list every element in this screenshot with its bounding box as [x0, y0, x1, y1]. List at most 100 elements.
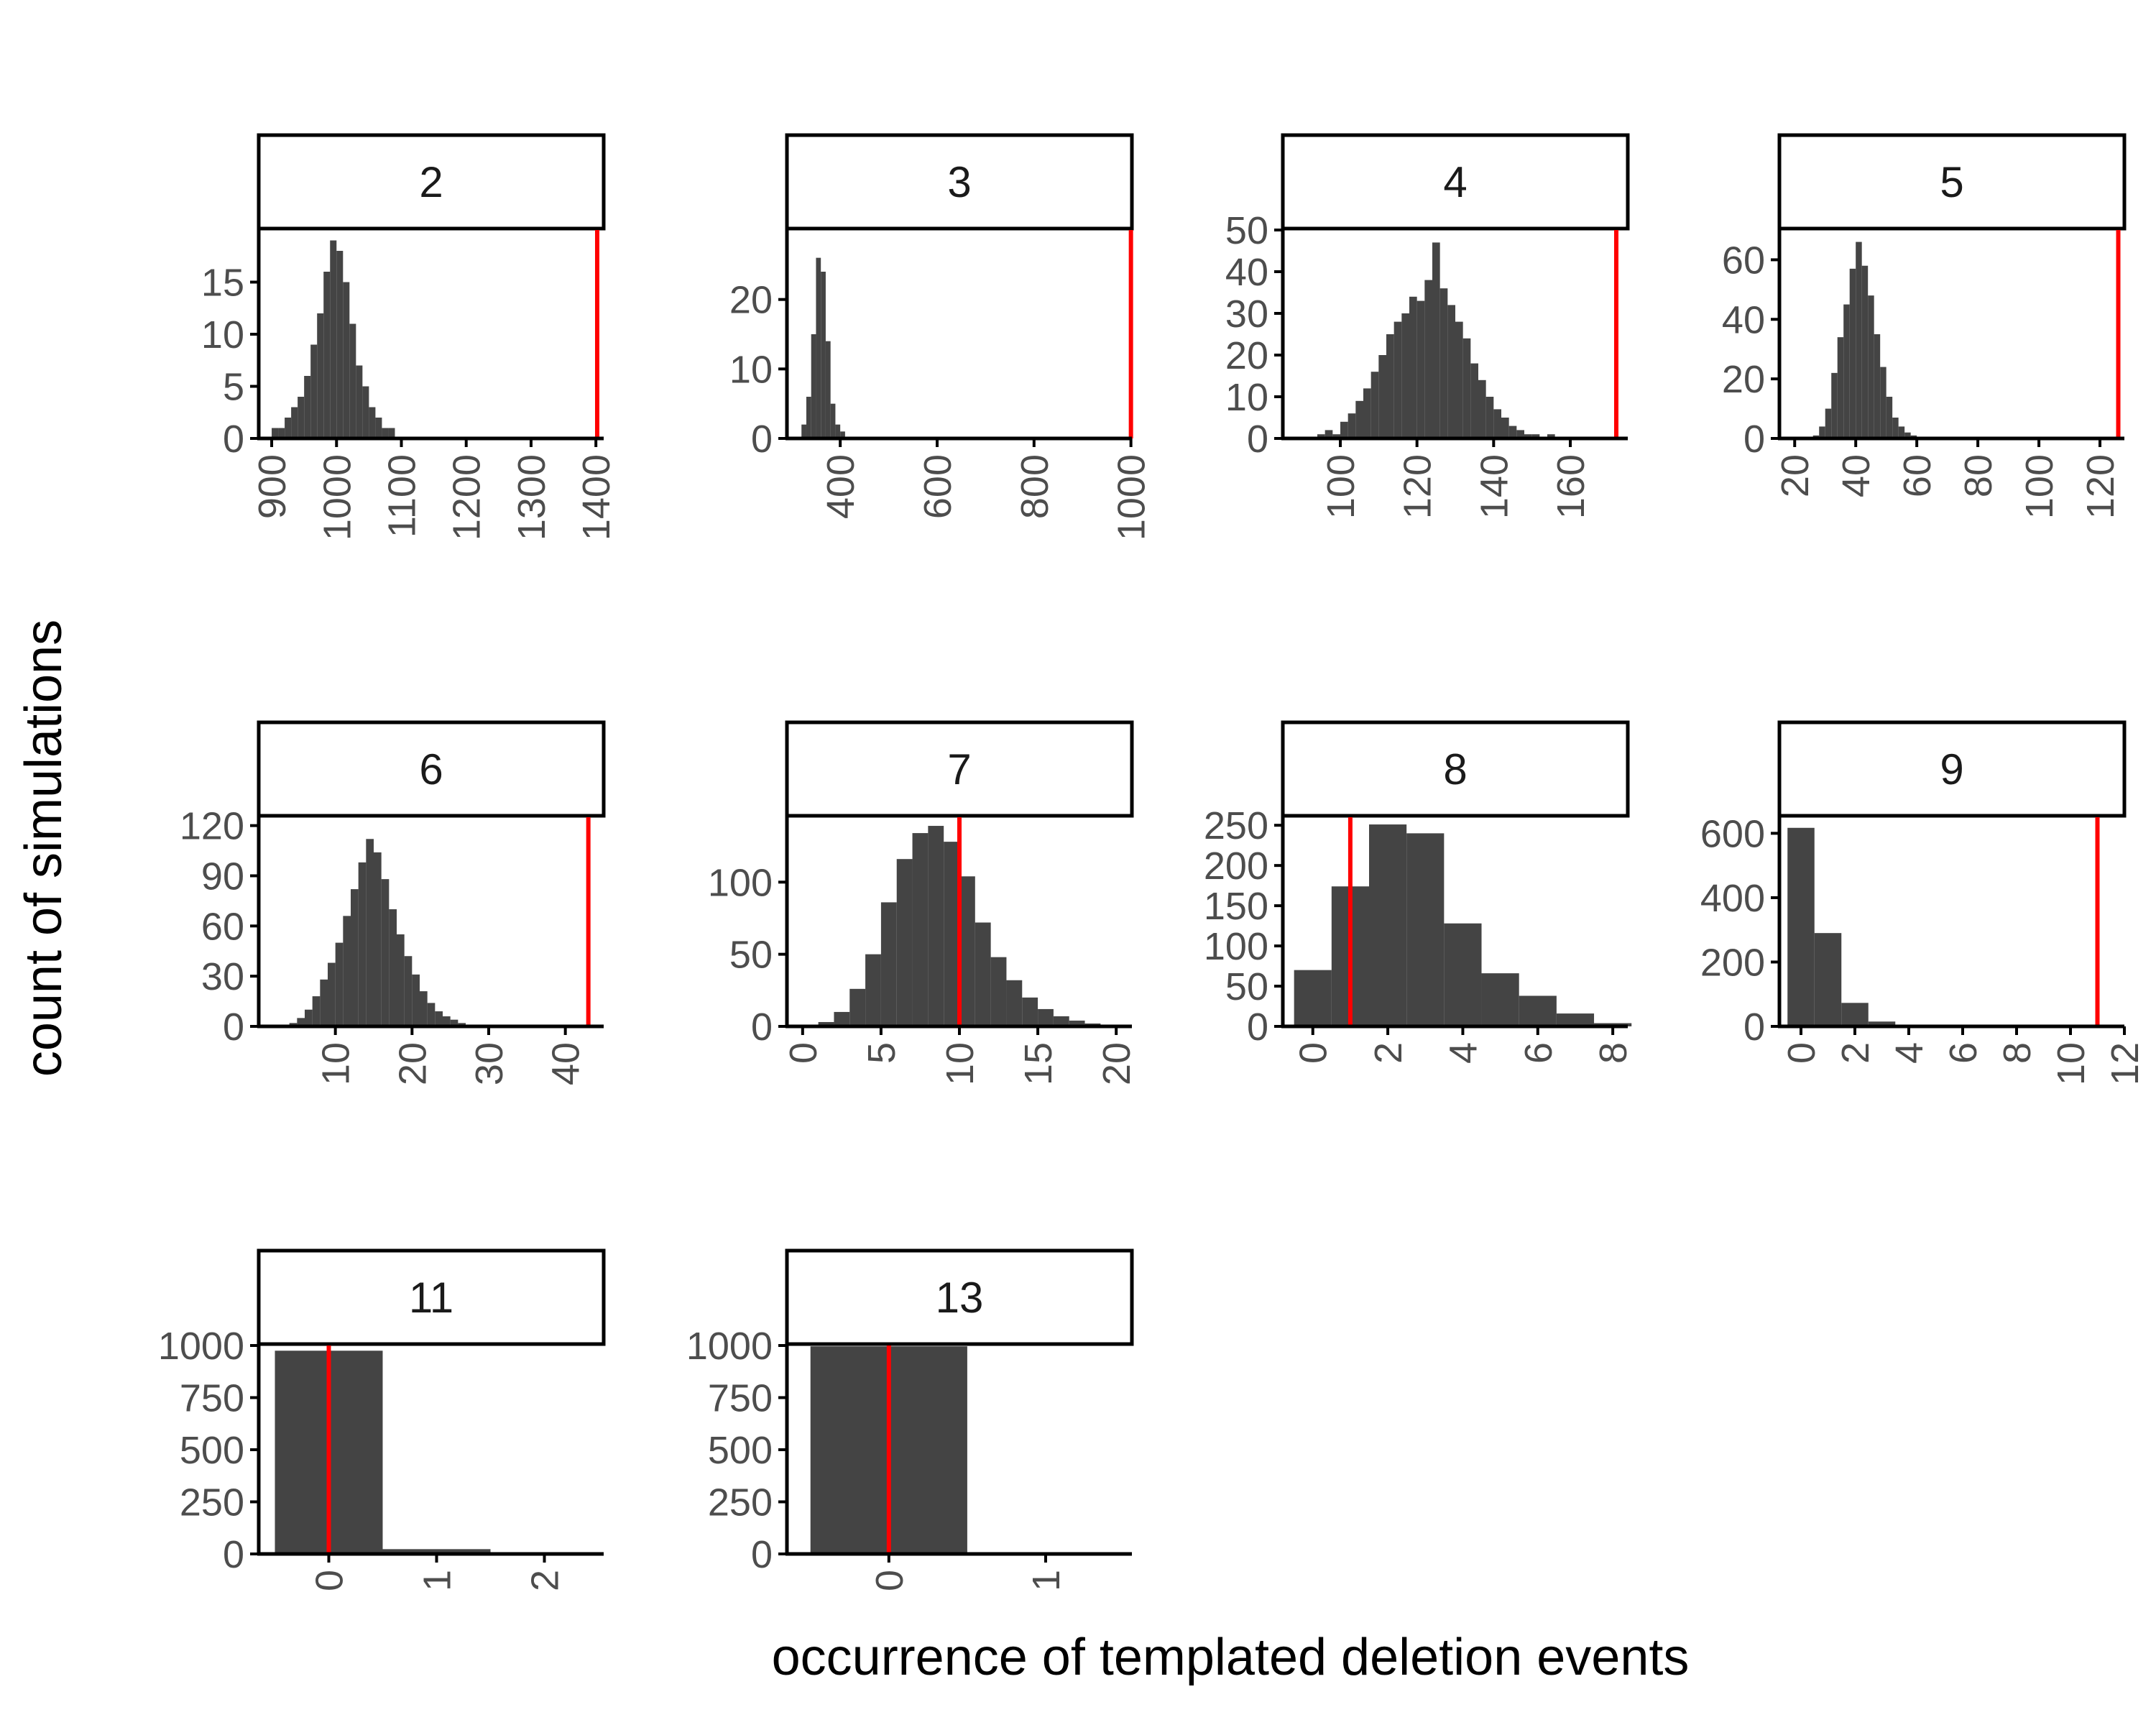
histogram-bar — [420, 991, 428, 1026]
y-tick-label: 1000 — [686, 1325, 773, 1368]
histogram-bar — [835, 424, 841, 438]
histogram-bar — [312, 996, 321, 1026]
facet-panel-2: 2 0 5 10 15 900 1000 1100 1200 1300 1400 — [201, 133, 618, 540]
y-tick-label: 500 — [708, 1429, 773, 1472]
histogram-bar — [1038, 1008, 1054, 1026]
facet-strip — [1777, 133, 2127, 231]
y-tick-label: 100 — [1204, 925, 1268, 968]
histogram-bar — [1516, 430, 1524, 438]
histogram-bar — [1531, 434, 1540, 438]
x-tick-label: 1 — [416, 1570, 459, 1591]
histogram-bar — [285, 418, 292, 438]
histogram-bar — [291, 407, 298, 438]
x-tick-label: 6 — [1517, 1042, 1560, 1064]
y-tick-label: 10 — [1225, 376, 1268, 419]
histogram-bar — [1401, 313, 1409, 438]
facet-strip-label: 2 — [419, 158, 443, 206]
histogram-bar — [1898, 426, 1905, 438]
histogram-bar — [1868, 1021, 1896, 1026]
histogram-bar — [944, 842, 959, 1026]
histogram-bar — [351, 889, 359, 1026]
histogram-bar — [1501, 418, 1509, 438]
histogram-bar — [1444, 923, 1482, 1026]
x-tick-label: 140 — [1473, 454, 1516, 519]
histogram-bar — [1524, 434, 1532, 438]
x-tick-label: 0 — [782, 1042, 825, 1064]
y-axis-title: count of simulations — [15, 620, 73, 1077]
y-tick-label: 750 — [180, 1377, 244, 1420]
histogram-bar — [1886, 397, 1893, 438]
histogram-bar — [1481, 973, 1519, 1026]
histogram-bar — [1837, 337, 1844, 438]
histogram-bar — [928, 826, 944, 1026]
y-tick-label: 50 — [729, 934, 773, 977]
x-tick-label: 0 — [308, 1570, 351, 1591]
histogram-bar — [1493, 409, 1501, 438]
y-tick-label: 0 — [751, 418, 773, 461]
histogram-bar — [818, 1021, 834, 1026]
x-tick-label: 1100 — [380, 454, 423, 538]
x-tick-label: 6 — [1942, 1042, 1985, 1064]
histogram-bar — [1470, 363, 1478, 438]
histogram-bar — [1386, 334, 1394, 438]
histogram-bar — [1424, 280, 1432, 438]
histogram-bar — [1340, 421, 1348, 438]
histogram-bar — [1053, 1016, 1069, 1026]
histogram-bar — [320, 979, 328, 1026]
x-tick-label: 800 — [1013, 454, 1056, 519]
histogram-bar — [990, 957, 1007, 1026]
histogram-bar — [1868, 295, 1874, 438]
y-tick-label: 30 — [1225, 293, 1268, 336]
histogram-bar — [1508, 426, 1517, 438]
histogram-bar — [366, 839, 374, 1026]
histogram-bar — [811, 334, 816, 438]
histogram-bar — [1369, 824, 1407, 1026]
histogram-bar — [880, 902, 897, 1026]
x-tick-label: 8 — [1592, 1042, 1635, 1064]
facet-strip — [1281, 720, 1630, 818]
histogram-bar — [443, 1016, 451, 1026]
histogram-bar — [1849, 268, 1856, 438]
x-tick-label: 0 — [1292, 1042, 1335, 1064]
histogram-bar — [1409, 296, 1417, 438]
y-tick-label: 50 — [1225, 965, 1268, 1008]
x-tick-label: 120 — [2079, 454, 2122, 519]
histogram-bar — [825, 341, 831, 438]
x-tick-label: 0 — [868, 1570, 911, 1591]
histogram-bar — [1874, 334, 1881, 438]
histogram-bar — [305, 1009, 313, 1026]
histogram-bar — [1406, 833, 1445, 1026]
histogram-bar — [1022, 997, 1038, 1026]
histogram-bar — [323, 272, 331, 438]
x-tick-label: 100 — [2018, 454, 2061, 519]
histogram-bar — [801, 424, 806, 438]
histogram-bar — [1904, 432, 1911, 438]
x-tick-label: 100 — [1319, 454, 1363, 519]
y-tick-label: 60 — [201, 905, 244, 948]
histogram-bar — [1892, 418, 1899, 438]
histogram-bar — [397, 934, 405, 1026]
x-tick-label: 600 — [916, 454, 959, 519]
y-tick-label: 1000 — [158, 1325, 244, 1368]
x-tick-label: 20 — [391, 1042, 434, 1085]
histogram-bar — [369, 407, 376, 438]
x-tick-label: 400 — [819, 454, 862, 519]
histogram-bar — [1831, 372, 1838, 438]
facet-strip — [1281, 133, 1630, 231]
x-tick-label: 10 — [939, 1042, 982, 1085]
histogram-bar — [1819, 426, 1825, 438]
y-tick-label: 5 — [223, 366, 244, 409]
facet-strip-label: 6 — [419, 745, 443, 794]
histogram-bar — [328, 962, 336, 1026]
facet-strip-label: 13 — [936, 1274, 984, 1322]
facet-strip — [1777, 720, 2127, 818]
histogram-bar — [1006, 980, 1023, 1026]
x-tick-label: 4 — [1888, 1042, 1931, 1064]
x-tick-label: 1 — [1025, 1570, 1068, 1591]
histogram-bar — [382, 1549, 491, 1554]
y-tick-label: 750 — [708, 1377, 773, 1420]
histogram-bar — [1455, 321, 1463, 438]
histogram-bar — [1556, 1013, 1595, 1026]
